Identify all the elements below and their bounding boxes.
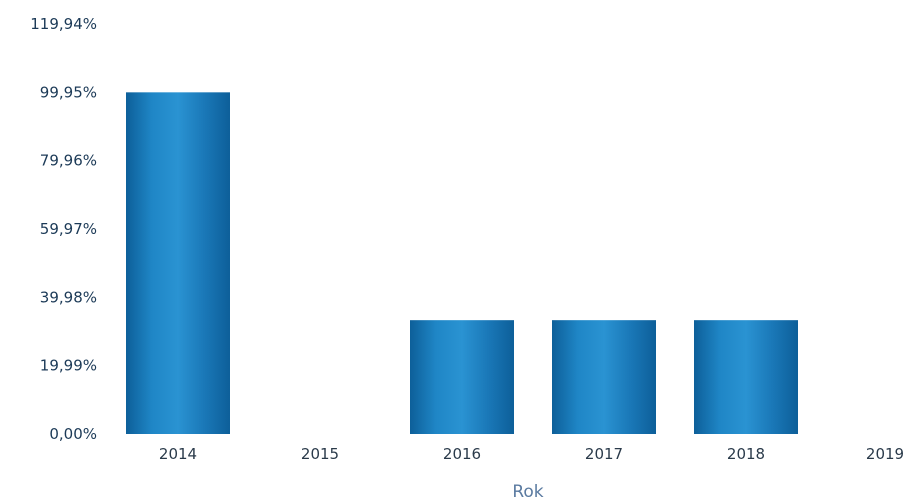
x-tick-label: 2018 (727, 445, 765, 463)
bar-2017[interactable] (552, 320, 656, 434)
y-tick-label: 79,96% (40, 152, 97, 170)
x-axis: 2014 2015 2016 2017 2018 2019 (159, 445, 904, 463)
y-tick-label: 0,00% (49, 425, 97, 443)
x-tick-label: 2019 (866, 445, 904, 463)
bars-group (126, 92, 798, 434)
x-tick-label: 2014 (159, 445, 197, 463)
x-axis-label: Rok (512, 482, 543, 502)
bar-2018[interactable] (694, 320, 798, 434)
bar-2016[interactable] (410, 320, 514, 434)
y-axis: 0,00% 19,99% 39,98% 59,97% 79,96% 99,95% 119,9… (30, 15, 97, 443)
x-tick-label: 2015 (301, 445, 339, 463)
y-tick-label: 99,95% (40, 83, 97, 101)
y-tick-label: 39,98% (40, 288, 97, 306)
bar-2014[interactable] (126, 92, 230, 434)
x-tick-label: 2017 (585, 445, 623, 463)
y-tick-label: 19,99% (40, 357, 97, 375)
y-tick-label: 119,94% (30, 15, 97, 33)
x-tick-label: 2016 (443, 445, 481, 463)
y-tick-label: 59,97% (40, 220, 97, 238)
